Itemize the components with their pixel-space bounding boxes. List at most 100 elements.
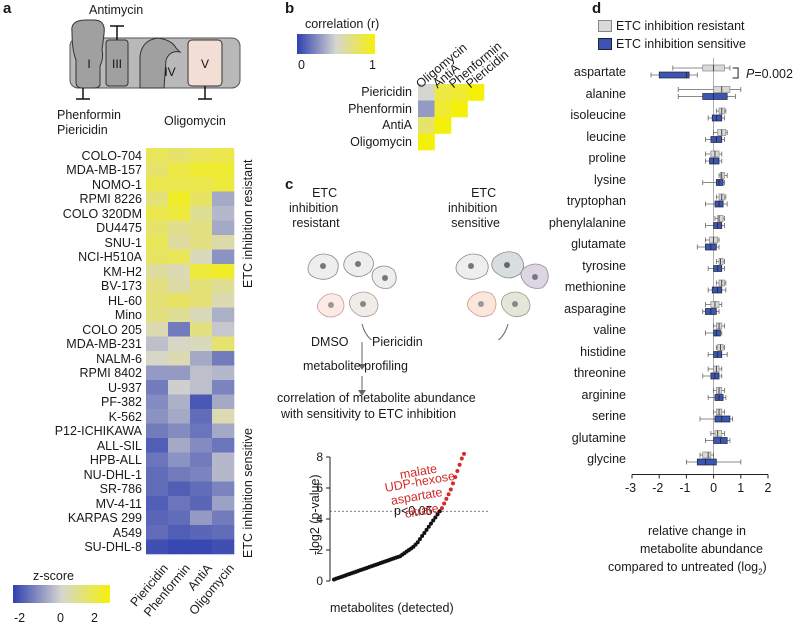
complex-i-shape bbox=[71, 19, 105, 89]
cell-line-label: NOMO-1 bbox=[92, 177, 142, 192]
complex-v-label: V bbox=[201, 57, 209, 71]
zscore-cell-14-0 bbox=[146, 351, 169, 366]
correlation-row-label: Phenformin bbox=[348, 101, 412, 116]
box-sensitive-glycine bbox=[686, 458, 742, 466]
zscore-cell-0-3 bbox=[212, 148, 235, 163]
zscore-cell-19-2 bbox=[190, 423, 213, 439]
zscore-cell-12-2 bbox=[190, 322, 213, 337]
zscore-cell-26-0 bbox=[146, 525, 169, 540]
cell-line-label: COLO 205 bbox=[82, 322, 142, 337]
zscore-cell-23-3 bbox=[212, 481, 235, 497]
zscore-cell-21-1 bbox=[168, 452, 191, 468]
box-sensitive-tryptophan bbox=[705, 200, 728, 208]
metabolite-row-label: proline bbox=[588, 151, 626, 165]
zscore-cell-19-3 bbox=[212, 423, 235, 439]
metabolite-point bbox=[444, 496, 449, 501]
box-resistant-asparagine bbox=[705, 301, 723, 308]
cell-line-label: PF-382 bbox=[101, 395, 142, 409]
correlation-cell-0-3 bbox=[467, 84, 485, 101]
box-resistant-arginine bbox=[713, 387, 725, 394]
box-sensitive-histidine bbox=[707, 351, 728, 358]
zscore-cell-12-1 bbox=[168, 322, 191, 337]
zscore-cell-11-2 bbox=[190, 307, 213, 323]
pvalue-annotation: P=0.002 bbox=[746, 68, 793, 81]
zscore-tick-2: 2 bbox=[91, 611, 98, 625]
zscore-cell-12-0 bbox=[146, 322, 169, 337]
sensitive-label-line: sensitive bbox=[451, 216, 500, 230]
pvalue-ylabel: -log2 (p-value) bbox=[308, 474, 322, 555]
legend-resistant-label: ETC inhibition resistant bbox=[616, 19, 745, 33]
metabolite-row-label: alanine bbox=[585, 86, 626, 101]
merge-arrow-right bbox=[497, 323, 509, 340]
dmso-label: DMSO bbox=[311, 335, 349, 349]
metabolite-point bbox=[453, 475, 458, 480]
box-resistant-aspartate bbox=[672, 64, 731, 72]
zscore-cell-1-3 bbox=[212, 162, 235, 178]
box-sensitive-arginine bbox=[707, 394, 727, 401]
zscore-cell-5-3 bbox=[212, 220, 235, 236]
correlation-cell-2-1 bbox=[434, 117, 452, 134]
boxplot-x-tick-label: 1 bbox=[737, 480, 745, 495]
zscore-cell-11-3 bbox=[212, 307, 235, 323]
zscore-cell-25-2 bbox=[190, 510, 213, 526]
box-sensitive-glutamate bbox=[696, 243, 720, 251]
pvalue-y-tick-label: 6 bbox=[316, 481, 323, 495]
boxplot-x-tick-label: -3 bbox=[625, 480, 637, 495]
metabolite-row-label: histidine bbox=[580, 344, 626, 359]
zscore-tick-neg2: -2 bbox=[14, 611, 26, 625]
zscore-cell-10-0 bbox=[146, 293, 169, 308]
correlation-heatmap bbox=[418, 84, 485, 151]
correlation-cell-2-0 bbox=[418, 117, 435, 134]
pvalue-y-tick-label: 0 bbox=[316, 574, 323, 588]
etc-chain-diagram: I III IV V bbox=[69, 19, 241, 100]
legend-resistant-swatch bbox=[598, 20, 612, 32]
metabolite-row-label: lysine bbox=[594, 172, 626, 187]
zscore-tick-0: 0 bbox=[57, 611, 64, 625]
metabolite-boxplot-chart bbox=[631, 58, 769, 479]
zscore-cell-15-1 bbox=[168, 365, 191, 381]
metabolite-point bbox=[459, 456, 464, 461]
zscore-heatmap bbox=[146, 148, 235, 555]
resistant-label-line: ETC bbox=[312, 186, 338, 200]
zscore-cell-9-3 bbox=[212, 278, 235, 294]
box-sensitive-asparagine bbox=[702, 308, 720, 315]
pvalue-scatter-chart: 0 2 4 6 8 bbox=[316, 450, 490, 588]
box-sensitive-valine bbox=[705, 329, 723, 337]
piericidin-treatment-label: Piericidin bbox=[372, 335, 423, 349]
zscore-cell-13-0 bbox=[146, 336, 169, 352]
correlation-tick-1: 1 bbox=[369, 58, 376, 72]
cell-line-label: P12-ICHIKAWA bbox=[54, 424, 142, 438]
box-sensitive-tyrosine bbox=[707, 265, 725, 272]
zscore-cell-2-1 bbox=[168, 177, 191, 192]
cell-line-label: DU4475 bbox=[96, 221, 142, 235]
zscore-cell-13-1 bbox=[168, 336, 191, 352]
zscore-cell-6-0 bbox=[146, 235, 169, 250]
correlation-cell-1-1 bbox=[434, 100, 452, 118]
boxplot-xlabel-3-sub: 2 bbox=[758, 567, 763, 577]
box-resistant-glutamine bbox=[710, 430, 725, 437]
zscore-cell-1-1 bbox=[168, 162, 191, 178]
metabolite-point bbox=[442, 501, 447, 506]
panel-letter-b: b bbox=[285, 0, 295, 17]
box-resistant-threonine bbox=[707, 365, 723, 373]
box-sensitive-isoleucine bbox=[707, 114, 725, 122]
complex-i-label: I bbox=[87, 57, 90, 71]
panel-letter-d: d bbox=[592, 0, 602, 17]
zscore-cell-27-3 bbox=[212, 539, 235, 555]
zscore-cell-11-1 bbox=[168, 307, 191, 323]
zscore-cell-11-0 bbox=[146, 307, 169, 323]
metabolite-point bbox=[462, 451, 466, 456]
boxplot-xlabel-2: metabolite abundance bbox=[640, 542, 764, 556]
zscore-cell-8-0 bbox=[146, 264, 169, 279]
zscore-cell-24-2 bbox=[190, 496, 213, 511]
metabolite-row-label: valine bbox=[593, 323, 626, 337]
zscore-cell-3-2 bbox=[190, 191, 213, 207]
zscore-cell-23-2 bbox=[190, 481, 213, 497]
box-sensitive-alanine bbox=[677, 93, 736, 100]
boxplot-xlabel-3-text: compared to untreated (log bbox=[608, 560, 759, 574]
metabolite-row-label: glutamine bbox=[571, 430, 626, 445]
box-sensitive-aspartate bbox=[650, 71, 698, 79]
zscore-cell-2-0 bbox=[146, 177, 169, 192]
zscore-cell-7-0 bbox=[146, 249, 169, 265]
zscore-cell-7-3 bbox=[212, 249, 235, 265]
